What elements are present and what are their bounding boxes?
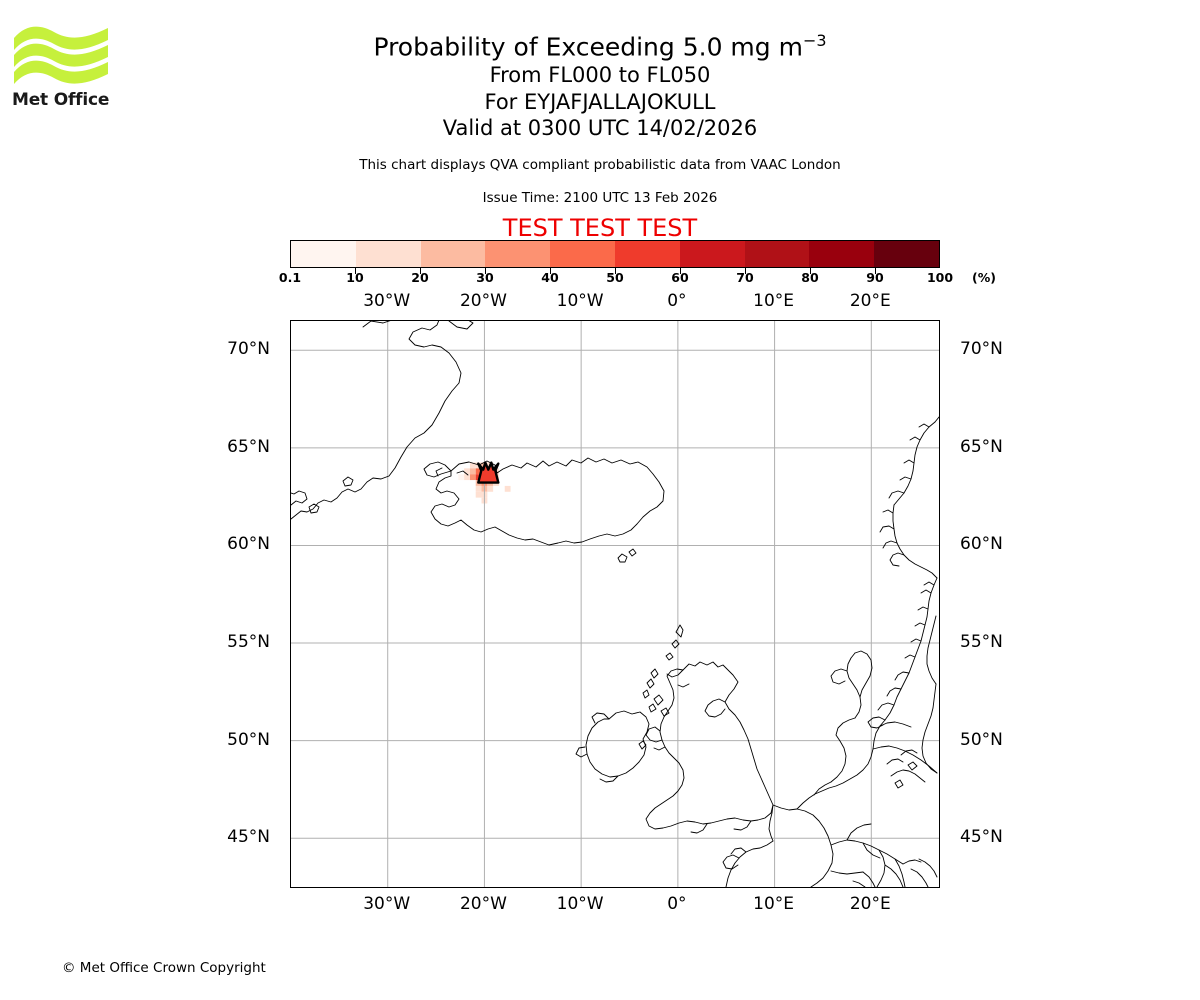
lon-tick-label: 20°W xyxy=(459,291,507,311)
lon-tick-label: 20°E xyxy=(849,291,891,311)
page-title: Probability of Exceeding 5.0 mg m−3 xyxy=(0,26,1200,62)
lat-tick-label: 45°N xyxy=(227,827,270,848)
probability-cell xyxy=(475,491,482,498)
colorbar-tick-label: 100 xyxy=(926,270,954,285)
colorbar-tick-label: 70 xyxy=(736,270,754,285)
colorbar-tick-label: 30 xyxy=(476,270,494,285)
issue-time: Issue Time: 2100 UTC 13 Feb 2026 xyxy=(482,190,718,206)
colorbar-tick xyxy=(615,268,616,274)
test-banner: TEST TEST TEST xyxy=(502,214,698,242)
valid-time-line: Valid at 0300 UTC 14/02/2026 xyxy=(442,116,758,141)
lon-tick-label: 10°W xyxy=(556,291,604,311)
coastlines xyxy=(291,321,939,887)
lat-tick-label: 45°N xyxy=(960,827,1003,848)
probability-cell xyxy=(464,468,470,475)
map-plot-area xyxy=(290,320,940,888)
page-title-exponent: −3 xyxy=(802,31,827,50)
colorbar-tick xyxy=(550,268,551,274)
lon-axis-bottom: 30°W 20°W 10°W 0° 10°E 20°E xyxy=(0,894,1200,918)
lat-tick-label: 55°N xyxy=(227,632,270,653)
copyright-notice: © Met Office Crown Copyright xyxy=(62,960,266,976)
flight-level-line: From FL000 to FL050 xyxy=(489,63,711,88)
met-office-logo xyxy=(12,22,112,114)
title-block: Probability of Exceeding 5.0 mg m−3 From… xyxy=(0,26,1200,142)
colorbar-tick xyxy=(875,268,876,274)
lat-tick-label: 70°N xyxy=(227,339,270,360)
volcano-line: For EYJAFJALLAJOKULL xyxy=(484,89,716,114)
colorbar-segment-6 xyxy=(679,241,745,267)
volcano-marker-icon xyxy=(477,461,500,484)
colorbar-tick-label: 20 xyxy=(411,270,429,285)
map-canvas xyxy=(291,321,939,887)
lat-tick-label: 60°N xyxy=(227,534,270,555)
colorbar-tick xyxy=(420,268,421,274)
probability-cell xyxy=(469,474,476,481)
colorbar-tick-label: 0.1 xyxy=(278,270,302,285)
lat-axis-left: 45°N 50°N 55°N 60°N 65°N 70°N xyxy=(180,320,282,888)
probability-cell xyxy=(487,485,494,492)
colorbar-segment-0 xyxy=(291,241,356,267)
colorbar-segment-9 xyxy=(874,241,939,267)
probability-cell xyxy=(458,474,465,481)
colorbar-segment-2 xyxy=(420,241,486,267)
colorbar-unit-label: (%) xyxy=(972,270,996,285)
lon-tick-label: 20°W xyxy=(459,894,507,914)
colorbar-segment-5 xyxy=(614,241,680,267)
probability-cell xyxy=(475,485,482,492)
lat-tick-label: 50°N xyxy=(960,729,1003,750)
lon-tick-label: 10°W xyxy=(556,894,604,914)
lat-tick-label: 65°N xyxy=(960,436,1003,457)
colorbar-tick xyxy=(485,268,486,274)
lon-tick-label: 30°W xyxy=(363,291,411,311)
colorbar-tick xyxy=(680,268,681,274)
lat-tick-label: 55°N xyxy=(960,632,1003,653)
colorbar-gradient xyxy=(290,240,940,268)
lat-tick-label: 65°N xyxy=(227,436,270,457)
colorbar-segment-7 xyxy=(744,241,810,267)
colorbar-tick-label: 60 xyxy=(671,270,689,285)
probability-cell xyxy=(469,462,476,469)
colorbar-tick xyxy=(810,268,811,274)
qva-note: This chart displays QVA compliant probab… xyxy=(359,157,841,173)
met-office-logo-text: Met Office xyxy=(12,90,110,110)
probability-cell xyxy=(469,468,476,475)
colorbar-segment-1 xyxy=(355,241,421,267)
lat-tick-label: 50°N xyxy=(227,729,270,750)
lon-tick-label: 0° xyxy=(667,894,687,914)
colorbar-segment-8 xyxy=(809,241,875,267)
map-gridlines xyxy=(291,321,939,887)
volcano-symbol xyxy=(477,461,500,484)
colorbar-tick-label: 80 xyxy=(801,270,819,285)
lon-tick-label: 10°E xyxy=(753,894,795,914)
colorbar xyxy=(290,240,940,268)
colorbar-tick-labels: 0.1 10 20 30 40 50 60 70 80 90 100 xyxy=(200,270,1030,288)
colorbar-tick xyxy=(355,268,356,274)
colorbar-tick-label: 50 xyxy=(606,270,624,285)
colorbar-tick-label: 40 xyxy=(541,270,559,285)
lat-tick-label: 70°N xyxy=(960,339,1003,360)
lon-tick-label: 0° xyxy=(667,291,687,311)
colorbar-segment-4 xyxy=(550,241,615,267)
page-title-text: Probability of Exceeding 5.0 mg m xyxy=(373,32,803,62)
met-office-wave-icon xyxy=(14,26,108,84)
probability-cell xyxy=(464,474,470,481)
lat-axis-right: 45°N 50°N 55°N 60°N 65°N 70°N xyxy=(950,320,1060,888)
probability-cell xyxy=(475,468,482,475)
lon-tick-label: 10°E xyxy=(753,291,795,311)
colorbar-segment-3 xyxy=(485,241,551,267)
lat-tick-label: 60°N xyxy=(960,534,1003,555)
probability-cell xyxy=(504,485,511,492)
lon-tick-label: 20°E xyxy=(849,894,891,914)
colorbar-tick-label: 90 xyxy=(866,270,884,285)
colorbar-tick-label: 10 xyxy=(346,270,364,285)
lon-axis-top: 30°W 20°W 10°W 0° 10°E 20°E xyxy=(0,291,1200,313)
colorbar-ticks xyxy=(290,268,940,278)
colorbar-tick xyxy=(745,268,746,274)
lon-tick-label: 30°W xyxy=(363,894,411,914)
